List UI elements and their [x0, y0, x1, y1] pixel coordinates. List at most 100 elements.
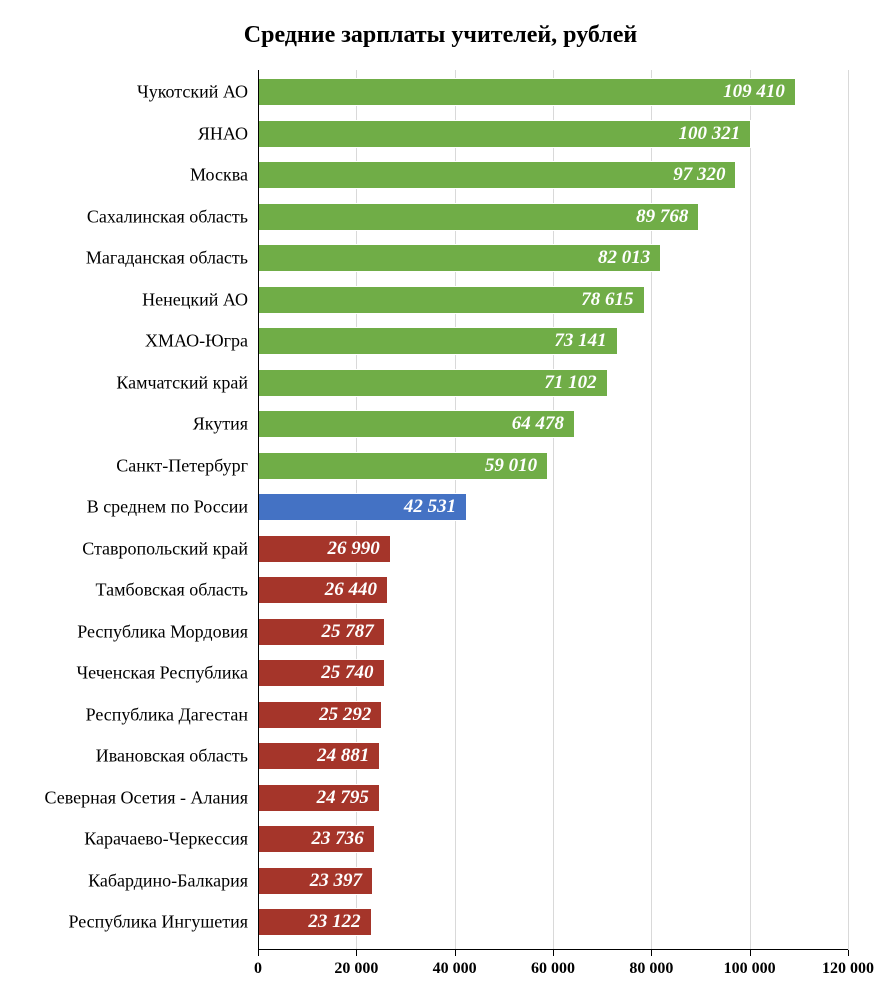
bar-value-label: 59 010 [485, 455, 537, 477]
bar: 82 013 [258, 244, 661, 272]
bar: 23 122 [258, 908, 372, 936]
category-label: Санкт-Петербург [116, 455, 248, 476]
x-tick-label: 120 000 [822, 960, 874, 978]
category-label: Ивановская область [96, 746, 248, 767]
bar: 71 102 [258, 369, 608, 397]
x-tick-label: 20 000 [334, 960, 378, 978]
bar-value-label: 23 122 [308, 911, 360, 933]
bar-value-label: 109 410 [723, 81, 785, 103]
bar-value-label: 100 321 [678, 123, 740, 145]
bar-row: 25 740 [258, 659, 848, 687]
bar-row: 23 122 [258, 908, 848, 936]
bar-value-label: 71 102 [544, 372, 596, 394]
bar-value-label: 42 531 [404, 496, 456, 518]
bar-row: 78 615 [258, 286, 848, 314]
y-axis [258, 70, 259, 950]
bar-value-label: 26 440 [325, 579, 377, 601]
bar: 73 141 [258, 327, 618, 355]
bar-value-label: 89 768 [636, 206, 688, 228]
category-label: Тамбовская область [96, 580, 248, 601]
x-tick [651, 950, 652, 956]
bar: 25 292 [258, 701, 382, 729]
category-label: Сахалинская область [87, 206, 248, 227]
bar-value-label: 23 736 [311, 828, 363, 850]
bar-row: 25 292 [258, 701, 848, 729]
x-tick-label: 40 000 [433, 960, 477, 978]
bar: 64 478 [258, 410, 575, 438]
bar-row: 97 320 [258, 161, 848, 189]
bar-row: 25 787 [258, 618, 848, 646]
bar: 100 321 [258, 120, 751, 148]
x-tick-label: 80 000 [629, 960, 673, 978]
category-label: Чукотский АО [137, 82, 248, 103]
category-label: Республика Дагестан [86, 704, 248, 725]
category-label: Магаданская область [86, 248, 248, 269]
bar-row: 82 013 [258, 244, 848, 272]
chart-title: Средние зарплаты учителей, рублей [0, 22, 881, 49]
bar-value-label: 24 881 [317, 745, 369, 767]
bar: 89 768 [258, 203, 699, 231]
bar-row: 109 410 [258, 78, 848, 106]
bar: 23 736 [258, 825, 375, 853]
bar: 26 440 [258, 576, 388, 604]
category-label: Северная Осетия - Алания [45, 787, 248, 808]
x-tick [356, 950, 357, 956]
bar: 24 881 [258, 742, 380, 770]
bar-value-label: 25 292 [319, 704, 371, 726]
x-tick-label: 0 [254, 960, 262, 978]
category-label: Якутия [193, 414, 248, 435]
bar: 25 787 [258, 618, 385, 646]
bar-row: 24 795 [258, 784, 848, 812]
bar-value-label: 24 795 [317, 787, 369, 809]
bar: 25 740 [258, 659, 385, 687]
salary-chart: Средние зарплаты учителей, рублей 020 00… [0, 0, 881, 1001]
bar-row: 23 736 [258, 825, 848, 853]
category-label: В среднем по России [87, 497, 248, 518]
bar: 109 410 [258, 78, 796, 106]
plot-area: 020 00040 00060 00080 000100 000120 0001… [258, 70, 848, 950]
category-label: Республика Ингушетия [68, 912, 248, 933]
x-tick [455, 950, 456, 956]
category-label: Чеченская Республика [76, 663, 248, 684]
bar-value-label: 97 320 [673, 164, 725, 186]
bar: 97 320 [258, 161, 736, 189]
bar: 26 990 [258, 535, 391, 563]
bar-row: 73 141 [258, 327, 848, 355]
x-tick [848, 950, 849, 956]
x-tick-label: 60 000 [531, 960, 575, 978]
category-label: Москва [190, 165, 248, 186]
category-label: ХМАО-Югра [145, 331, 248, 352]
x-tick [258, 950, 259, 956]
bar-row: 23 397 [258, 867, 848, 895]
category-label: ЯНАО [198, 123, 248, 144]
category-label: Карачаево-Черкессия [84, 829, 248, 850]
bar: 23 397 [258, 867, 373, 895]
category-label: Камчатский край [116, 372, 248, 393]
bar-value-label: 82 013 [598, 247, 650, 269]
bar: 59 010 [258, 452, 548, 480]
category-label: Кабардино-Балкария [88, 870, 248, 891]
bar-value-label: 73 141 [554, 330, 606, 352]
bar-value-label: 64 478 [512, 413, 564, 435]
bar-row: 59 010 [258, 452, 848, 480]
bar-row: 71 102 [258, 369, 848, 397]
x-axis [258, 949, 848, 950]
bar-row: 100 321 [258, 120, 848, 148]
bar-row: 42 531 [258, 493, 848, 521]
x-tick [553, 950, 554, 956]
x-tick-label: 100 000 [724, 960, 776, 978]
gridline [848, 70, 849, 950]
bar-row: 26 990 [258, 535, 848, 563]
bar: 42 531 [258, 493, 467, 521]
bar: 24 795 [258, 784, 380, 812]
category-label: Республика Мордовия [77, 621, 248, 642]
bar-row: 24 881 [258, 742, 848, 770]
bar-value-label: 25 787 [322, 621, 374, 643]
x-tick [750, 950, 751, 956]
bar-row: 64 478 [258, 410, 848, 438]
bar-row: 89 768 [258, 203, 848, 231]
bar-value-label: 26 990 [327, 538, 379, 560]
bar-value-label: 25 740 [321, 662, 373, 684]
bar-value-label: 78 615 [581, 289, 633, 311]
category-label: Ставропольский край [82, 538, 248, 559]
